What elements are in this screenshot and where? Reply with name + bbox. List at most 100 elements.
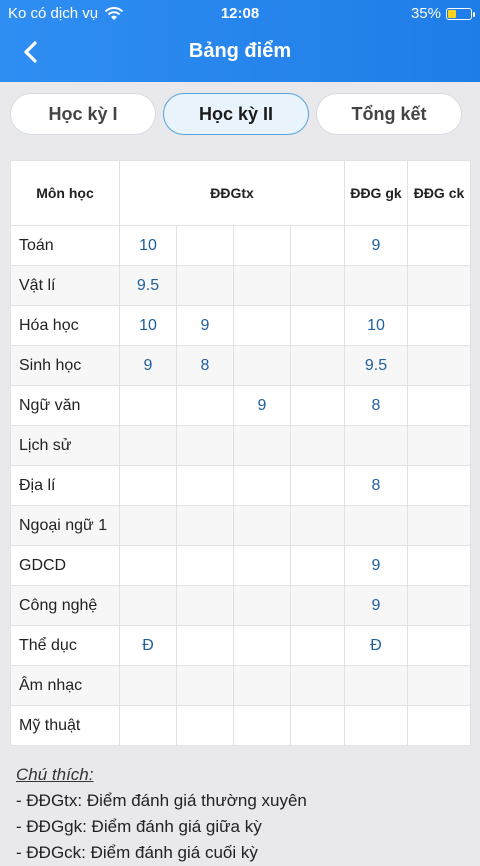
ddgtx-cell: [233, 665, 291, 706]
ddgck-cell: [407, 385, 471, 426]
ddggk-cell: 9.5: [344, 345, 408, 386]
subject-cell: Mỹ thuật: [10, 705, 120, 746]
ddgtx-cell: [233, 625, 291, 666]
ddgtx-cell: [233, 225, 291, 266]
carrier-label: Ko có dịch vụ: [8, 5, 99, 22]
ddgtx-cell: 9.5: [119, 265, 177, 306]
ddgtx-cell: [119, 585, 177, 626]
subject-cell: Ngữ văn: [10, 385, 120, 426]
ddgck-cell: [407, 465, 471, 506]
ddgtx-cell: [233, 265, 291, 306]
ddgtx-cell: [290, 425, 345, 466]
ddgtx-cell: [176, 705, 234, 746]
ddgtx-cell: [119, 665, 177, 706]
ddggk-cell: [344, 425, 408, 466]
note-item: - ĐĐGgk: Điểm đánh giá giữa kỳ: [16, 817, 262, 836]
table-row: Toán 10 9: [10, 225, 471, 266]
subject-cell: Vật lí: [10, 265, 120, 306]
ddgtx-cell: [290, 625, 345, 666]
table-row: Ngữ văn 9 8: [10, 385, 471, 426]
ddggk-cell: [344, 665, 408, 706]
ddgck-cell: [407, 585, 471, 626]
legend-notes: Chú thích: - ĐĐGtx: Điểm đánh giá thường…: [16, 762, 466, 866]
ddggk-cell: 9: [344, 545, 408, 586]
ddgtx-cell: [119, 545, 177, 586]
subject-cell: Âm nhạc: [10, 665, 120, 706]
subject-cell: Công nghệ: [10, 585, 120, 626]
semester-tabs: Học kỳ I Học kỳ II Tổng kết: [10, 93, 470, 137]
ddgtx-cell: 9: [119, 345, 177, 386]
ddgtx-cell: [290, 265, 345, 306]
ddgtx-cell: [290, 385, 345, 426]
ddgtx-cell: [176, 505, 234, 546]
ddggk-cell: 9: [344, 225, 408, 266]
notes-title: Chú thích:: [16, 765, 94, 784]
ddgtx-cell: [290, 705, 345, 746]
table-row: Lịch sử: [10, 425, 471, 466]
subject-cell: Thể dục: [10, 625, 120, 666]
header-subject: Môn học: [10, 160, 120, 226]
page-title: Bảng điểm: [188, 40, 292, 62]
ddgtx-cell: [176, 665, 234, 706]
ddgtx-cell: 10: [119, 225, 177, 266]
ddgtx-cell: [119, 705, 177, 746]
ddgtx-cell: [233, 345, 291, 386]
ddgtx-cell: [233, 705, 291, 746]
ddgtx-cell: [290, 665, 345, 706]
app-header: Ko có dịch vụ 12:08 35% Bảng điểm: [0, 0, 480, 82]
table-row: Địa lí 8: [10, 465, 471, 506]
ddgtx-cell: [176, 265, 234, 306]
ddgtx-cell: [176, 465, 234, 506]
header-ddgtx: ĐĐGtx: [119, 160, 345, 226]
ddgtx-cell: [233, 545, 291, 586]
table-row: Thể dục Đ Đ: [10, 625, 471, 666]
ddgtx-cell: [290, 345, 345, 386]
subject-cell: Sinh học: [10, 345, 120, 386]
table-row: GDCD 9: [10, 545, 471, 586]
ddgck-cell: [407, 625, 471, 666]
table-row: Âm nhạc: [10, 665, 471, 706]
ddgtx-cell: 9: [176, 305, 234, 346]
subject-cell: GDCD: [10, 545, 120, 586]
ddggk-cell: [344, 505, 408, 546]
table-row: Vật lí 9.5: [10, 265, 471, 306]
ddgtx-cell: [119, 465, 177, 506]
ddgck-cell: [407, 345, 471, 386]
subject-cell: Toán: [10, 225, 120, 266]
ddgtx-cell: [290, 545, 345, 586]
table-row: Ngoại ngữ 1: [10, 505, 471, 546]
ddggk-cell: 8: [344, 465, 408, 506]
subject-cell: Lịch sử: [10, 425, 120, 466]
tab-hoc-ky-1[interactable]: Học kỳ I: [10, 93, 156, 135]
ddgtx-cell: [290, 465, 345, 506]
table-row: Mỹ thuật: [10, 705, 471, 746]
score-table: Môn học ĐĐGtx ĐĐG gk ĐĐG ck Toán 10 9 Vật l…: [10, 160, 471, 746]
ddgtx-cell: [176, 225, 234, 266]
subject-cell: Ngoại ngữ 1: [10, 505, 120, 546]
ddgtx-cell: [290, 225, 345, 266]
ddggk-cell: 10: [344, 305, 408, 346]
chevron-left-icon[interactable]: [18, 38, 46, 66]
header-ddgck: ĐĐG ck: [407, 160, 471, 226]
ddgtx-cell: [119, 385, 177, 426]
ddgtx-cell: [233, 585, 291, 626]
tab-tong-ket[interactable]: Tổng kết: [316, 93, 462, 135]
ddgck-cell: [407, 305, 471, 346]
wifi-icon: [104, 6, 124, 20]
ddgtx-cell: [233, 505, 291, 546]
ddgck-cell: [407, 705, 471, 746]
ddgtx-cell: 9: [233, 385, 291, 426]
ddgtx-cell: [176, 545, 234, 586]
status-time: 12:08: [220, 5, 260, 22]
note-item: - ĐĐGtx: Điểm đánh giá thường xuyên: [16, 791, 307, 810]
subject-cell: Hóa học: [10, 305, 120, 346]
ddgtx-cell: [233, 425, 291, 466]
ddgtx-cell: [290, 585, 345, 626]
score-table-body: Toán 10 9 Vật lí 9.5 Hóa học 10 9 10 Sinh học 9 8 9.…: [10, 225, 471, 746]
ddgck-cell: [407, 665, 471, 706]
ddggk-cell: [344, 265, 408, 306]
tab-hoc-ky-2[interactable]: Học kỳ II: [163, 93, 309, 135]
ddggk-cell: 9: [344, 585, 408, 626]
table-row: Công nghệ 9: [10, 585, 471, 626]
battery-percent: 35%: [410, 5, 441, 22]
